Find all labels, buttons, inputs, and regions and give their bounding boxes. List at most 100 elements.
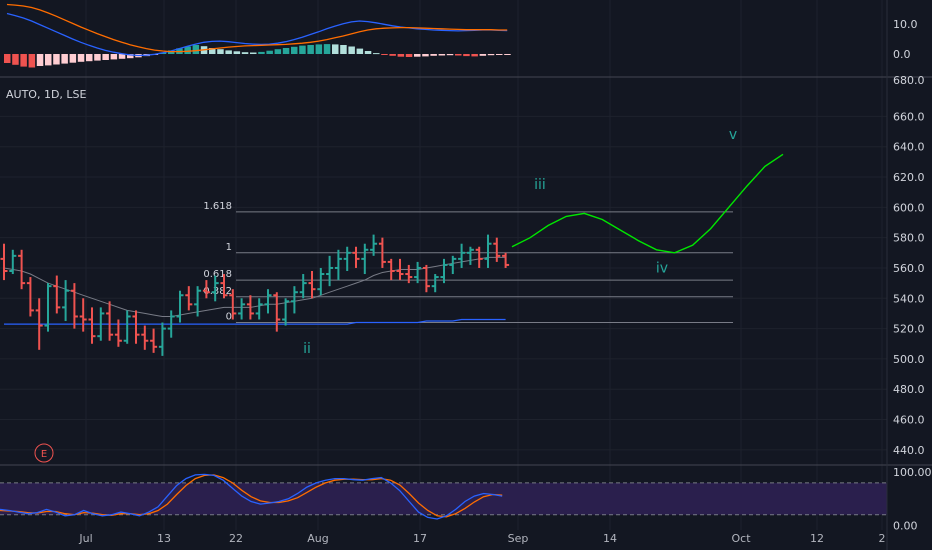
time-tick-label: 17 xyxy=(413,532,427,545)
macd-histogram-bar xyxy=(397,54,405,57)
macd-histogram-bar xyxy=(61,54,68,64)
ohlc-bar xyxy=(493,237,501,262)
macd-histogram-bar xyxy=(4,54,11,63)
ohlc-bar xyxy=(176,290,184,323)
wave-label-ii: ii xyxy=(303,341,311,357)
stochastic-k-line xyxy=(0,473,503,520)
ohlc-bar xyxy=(387,258,395,281)
stochastic-tick-label: 0.00 xyxy=(893,519,918,532)
ohlc-bar xyxy=(220,274,228,299)
macd-tick-label: 10.0 xyxy=(893,18,918,31)
ohlc-bars xyxy=(0,234,510,356)
macd-histogram-bar xyxy=(438,54,446,56)
ohlc-bar xyxy=(194,286,202,317)
macd-histogram-bar xyxy=(20,54,27,67)
ohlc-bar xyxy=(141,325,149,350)
ohlc-bar xyxy=(484,234,492,268)
ohlc-bar xyxy=(273,292,281,332)
macd-histogram-bar xyxy=(340,45,347,54)
macd-histogram-bar xyxy=(53,54,60,65)
earnings-event-marker[interactable]: E xyxy=(34,443,54,463)
fib-label-1: 1 xyxy=(226,242,232,253)
symbol-label: AUTO, 1D, LSE xyxy=(6,88,87,101)
price-tick-label: 600.0 xyxy=(893,201,925,214)
macd-histogram-bar xyxy=(422,54,429,57)
macd-histogram-bar xyxy=(77,54,85,62)
macd-signal-line xyxy=(6,3,508,53)
macd-histogram-bar xyxy=(463,54,470,57)
ohlc-bar xyxy=(70,283,78,329)
ohlc-bar xyxy=(264,289,272,314)
macd-histogram-bar xyxy=(118,54,126,59)
price-tick-label: 660.0 xyxy=(893,110,925,123)
macd-histogram-bar xyxy=(86,54,93,62)
ohlc-bar xyxy=(53,275,61,314)
price-tick-label: 440.0 xyxy=(893,444,925,457)
time-tick-label: 14 xyxy=(603,532,617,545)
fib-levels: 1.618 1 0.618 0.382 0 xyxy=(203,201,733,324)
event-circle xyxy=(34,443,54,463)
macd-panel[interactable] xyxy=(4,3,511,68)
macd-histogram-bar xyxy=(430,54,437,56)
ohlc-bar xyxy=(44,283,52,332)
macd-histogram-bar xyxy=(479,54,487,56)
price-tick-label: 500.0 xyxy=(893,353,925,366)
macd-histogram-bar xyxy=(69,54,77,63)
time-tick-label: Aug xyxy=(307,532,328,545)
time-tick-label: Jul xyxy=(78,532,92,545)
ohlc-bar xyxy=(229,289,237,320)
time-tick-label: 13 xyxy=(157,532,171,545)
ohlc-bar xyxy=(97,307,105,341)
macd-histogram-bar xyxy=(299,45,306,54)
macd-tick-label: 0.0 xyxy=(893,48,911,61)
stochastic-panel[interactable] xyxy=(0,473,887,520)
macd-histogram-bar xyxy=(266,50,273,54)
ohlc-bar xyxy=(202,280,210,299)
macd-histogram-bar xyxy=(455,54,462,56)
ohlc-bar xyxy=(106,301,114,341)
macd-histogram-bar xyxy=(36,54,44,66)
time-tick-label: Oct xyxy=(731,532,751,545)
moving-average-grey xyxy=(3,256,506,317)
macd-histogram-bar xyxy=(217,49,224,54)
ohlc-bar xyxy=(396,258,404,281)
macd-histogram-bar xyxy=(291,46,298,54)
fib-label-0.618: 0.618 xyxy=(203,269,232,280)
macd-histogram-bar xyxy=(282,48,290,54)
ohlc-bar xyxy=(431,274,439,293)
ohlc-bar xyxy=(150,328,158,353)
ohlc-bar xyxy=(317,267,325,296)
time-axis[interactable]: Jul 13 22 Aug 17 Sep 14 Oct 12 2 xyxy=(78,532,885,545)
macd-histogram-bar xyxy=(94,54,101,61)
macd-histogram-bar xyxy=(274,49,282,54)
ohlc-bar xyxy=(114,319,122,347)
macd-histogram-bar xyxy=(504,54,511,55)
ohlc-bar xyxy=(352,246,360,268)
macd-histogram-bar xyxy=(373,53,380,55)
stochastic-d-line xyxy=(0,474,503,518)
ohlc-bar xyxy=(167,310,175,338)
wave-projection-path[interactable] xyxy=(511,153,784,254)
ohlc-bar xyxy=(246,295,254,320)
time-tick-label: 12 xyxy=(810,532,824,545)
ohlc-bar xyxy=(26,277,34,317)
macd-histogram-bar xyxy=(45,54,52,66)
ohlc-bar xyxy=(502,252,510,268)
ohlc-bar xyxy=(422,264,430,293)
ohlc-bar xyxy=(405,264,413,284)
macd-histogram-bar xyxy=(258,51,265,54)
price-tick-label: 620.0 xyxy=(893,171,925,184)
grid-lines xyxy=(0,0,887,530)
ohlc-bar xyxy=(211,275,219,302)
price-axis[interactable]: 10.0 0.0 680.0 660.0 640.0 620.0 600.0 580.0 560… xyxy=(893,18,932,532)
ohlc-bar xyxy=(449,255,457,275)
macd-histogram-bar xyxy=(209,48,216,54)
ohlc-bar xyxy=(290,286,298,314)
macd-histogram-bar xyxy=(28,54,36,68)
macd-line xyxy=(6,12,508,57)
ohlc-bar xyxy=(282,298,290,326)
macd-histogram-bar xyxy=(381,54,388,55)
